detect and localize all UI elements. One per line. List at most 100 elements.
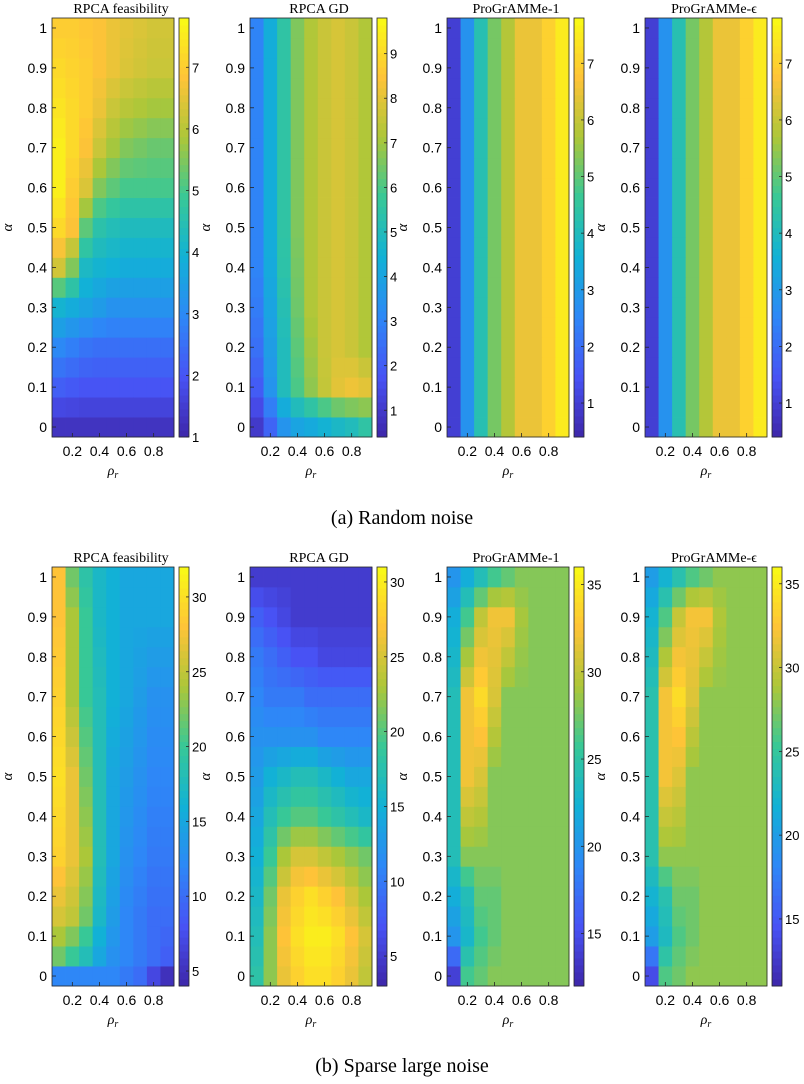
colorbar-segment — [377, 881, 387, 889]
heatmap-cell — [685, 18, 700, 39]
heatmap-cell — [133, 826, 148, 847]
heatmap-cell — [753, 357, 768, 378]
heatmap-cell — [685, 746, 700, 767]
heatmap-cell — [358, 417, 373, 438]
heatmap-cell — [487, 57, 502, 79]
heatmap-cell — [344, 766, 359, 787]
heatmap-cell — [487, 806, 502, 827]
colorbar-segment — [377, 755, 387, 764]
heatmap-cell — [160, 706, 175, 728]
heatmap-cell — [250, 726, 264, 747]
heatmap-cell — [160, 966, 175, 987]
heatmap-cell — [487, 686, 502, 708]
colorbar-segment — [574, 755, 584, 764]
heatmap-cell — [160, 766, 175, 787]
heatmap-cell — [555, 766, 570, 787]
heatmap-cell — [79, 177, 94, 198]
heatmap-cell — [658, 926, 673, 947]
heatmap-cell — [133, 37, 148, 59]
colorbar-segment — [377, 213, 387, 222]
heatmap-cell — [739, 826, 754, 847]
colorbar-segment — [574, 234, 584, 242]
colorbar-tick-label: 2 — [390, 359, 397, 374]
heatmap-cell — [106, 586, 121, 608]
heatmap-cell — [726, 357, 741, 378]
colorbar-segment — [574, 699, 584, 708]
y-axis-label: α — [395, 771, 411, 780]
heatmap-cell — [672, 626, 687, 648]
y-tick-label: 0.3 — [226, 848, 246, 864]
heatmap-cell — [344, 626, 359, 648]
heatmap-cell — [277, 906, 292, 927]
heatmap-cell — [541, 217, 556, 238]
colorbar-segment — [377, 762, 387, 771]
heatmap-cell — [739, 417, 754, 438]
colorbar-segment — [377, 748, 387, 757]
heatmap-cell — [712, 297, 727, 318]
colorbar-segment — [377, 958, 387, 966]
colorbar-tick-label: 2 — [785, 339, 792, 354]
heatmap-cell — [92, 866, 107, 887]
heatmap-cell — [514, 646, 529, 668]
heatmap-cell — [344, 237, 359, 258]
heatmap-cell — [317, 586, 332, 608]
colorbar-segment — [574, 178, 584, 187]
colorbar-segment — [772, 178, 782, 187]
colorbar-segment — [772, 587, 782, 596]
heatmap-cell — [133, 646, 148, 668]
heatmap-cell — [250, 606, 264, 628]
colorbar-segment — [772, 860, 782, 868]
heatmap-cell — [344, 806, 359, 827]
heatmap-cell — [501, 806, 516, 827]
heatmap-cell — [65, 57, 80, 79]
colorbar-segment — [574, 416, 584, 424]
colorbar-segment — [574, 902, 584, 910]
heatmap-cell — [106, 746, 121, 767]
heatmap-cell — [501, 217, 516, 238]
x-tick-label: 0.8 — [144, 992, 164, 1008]
heatmap-cell — [52, 686, 66, 708]
colorbar-segment — [574, 101, 584, 110]
heatmap-cell — [487, 377, 502, 398]
heatmap-cell — [460, 806, 475, 827]
heatmap-cell — [290, 726, 305, 747]
heatmap-cell — [460, 117, 475, 139]
heatmap-cell — [460, 377, 475, 398]
y-tick-label: 0.4 — [423, 808, 443, 824]
colorbar-segment — [179, 388, 189, 396]
colorbar-segment — [377, 797, 387, 805]
colorbar-segment — [377, 52, 387, 61]
heatmap-cell — [501, 886, 516, 907]
heatmap-cell — [79, 806, 94, 827]
colorbar-segment — [574, 213, 584, 222]
x-axis-label-subscript: r — [114, 1019, 118, 1030]
heatmap-cell — [79, 377, 94, 398]
colorbar-segment — [574, 874, 584, 882]
colorbar-segment — [574, 269, 584, 277]
heatmap-cell — [487, 357, 502, 378]
colorbar-segment — [772, 755, 782, 764]
y-tick-label: 0 — [237, 968, 245, 984]
colorbar-segment — [574, 832, 584, 840]
heatmap-cell — [146, 57, 161, 79]
colorbar-segment — [377, 318, 387, 326]
heatmap-cell — [250, 926, 264, 947]
heatmap-cell — [555, 117, 570, 139]
heatmap-cell — [699, 786, 714, 807]
colorbar-segment — [179, 248, 189, 256]
heatmap-cell — [685, 946, 700, 967]
y-tick-label: 0.2 — [226, 339, 246, 355]
colorbar-segment — [772, 311, 782, 319]
heatmap-cell — [699, 826, 714, 847]
heatmap-cell — [79, 217, 94, 238]
heatmap-cell — [528, 157, 543, 179]
colorbar-segment — [574, 66, 584, 75]
heatmap-panel-2: 00.10.20.30.40.50.60.70.80.910.2 0.4 0.6 0.… — [198, 2, 397, 481]
heatmap-cell — [304, 137, 319, 159]
heatmap-cell — [658, 966, 673, 987]
colorbar-tick-label: 25 — [390, 650, 404, 665]
y-tick-label: 0.7 — [226, 140, 246, 156]
colorbar-tick-label: 3 — [192, 307, 199, 322]
heatmap-cell — [79, 826, 94, 847]
y-tick-label: 0.4 — [226, 259, 246, 275]
